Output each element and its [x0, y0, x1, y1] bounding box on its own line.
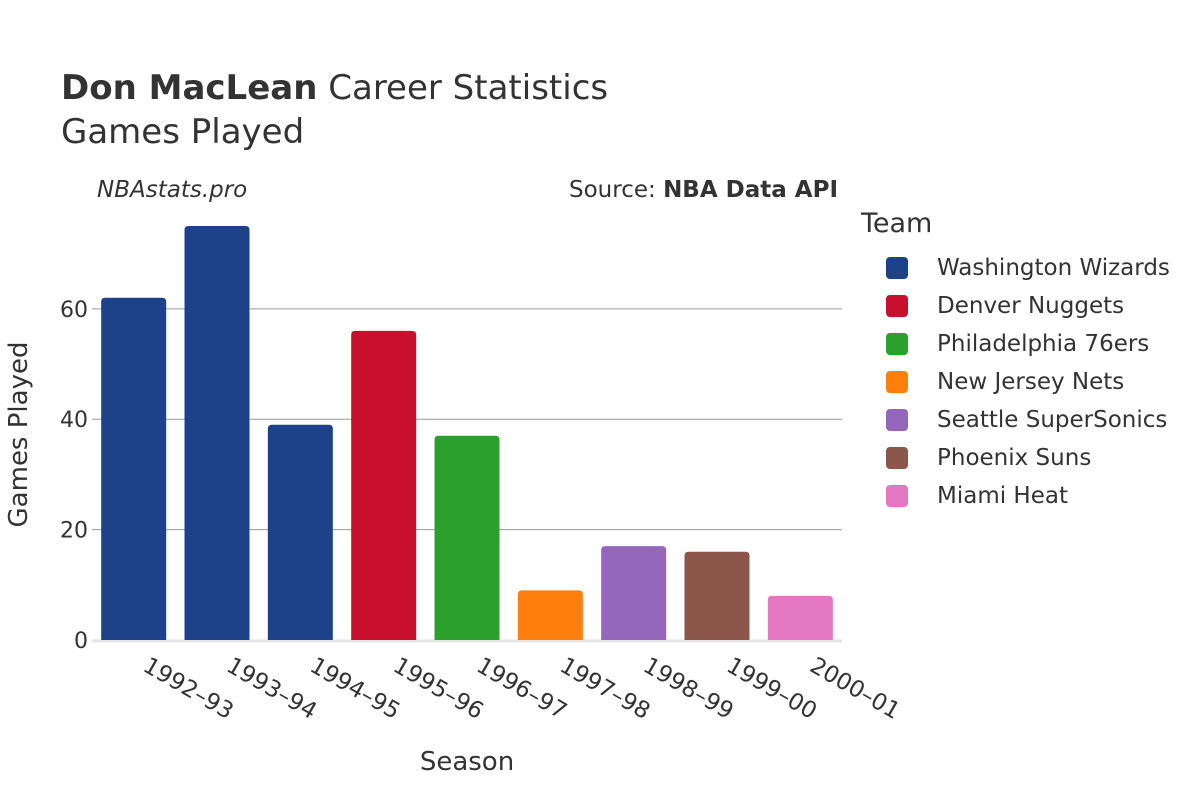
bar — [767, 595, 833, 640]
y-tick-label: 60 — [60, 298, 88, 323]
bar — [434, 435, 500, 640]
legend-swatch — [886, 409, 908, 431]
legend-title: Team — [861, 208, 933, 239]
x-tick-label: 1992–93 — [139, 653, 238, 725]
legend-swatch — [886, 333, 908, 355]
legend-items: Washington Wizards Denver Nuggets Philadel… — [861, 249, 1170, 515]
bar — [601, 546, 667, 640]
legend-label: Phoenix Suns — [937, 445, 1092, 471]
legend-item[interactable]: Miami Heat — [861, 477, 1170, 515]
bar — [101, 297, 167, 640]
legend: Team Washington Wizards Denver Nuggets Phi… — [861, 208, 1170, 515]
x-tick-label: 1994–95 — [305, 653, 404, 725]
y-axis-title: Games Played — [4, 342, 34, 528]
bar — [184, 226, 250, 641]
y-tick-label: 40 — [60, 408, 88, 433]
legend-swatch — [886, 257, 908, 279]
legend-label: New Jersey Nets — [937, 369, 1125, 395]
chart-title: Don MacLean Career Statistics — [61, 66, 608, 110]
x-tick-label: 1993–94 — [222, 653, 321, 725]
chart-subtitle: Games Played — [61, 112, 305, 152]
source-prefix: Source: — [569, 177, 664, 203]
bar — [517, 590, 583, 640]
legend-item[interactable]: New Jersey Nets — [861, 363, 1170, 401]
x-tick-label: 2000–01 — [805, 653, 904, 725]
y-tick-label: 20 — [60, 519, 88, 544]
player-name: Don MacLean — [61, 68, 318, 108]
legend-item[interactable]: Phoenix Suns — [861, 439, 1170, 477]
x-axis-title: Season — [420, 747, 514, 777]
legend-swatch — [886, 485, 908, 507]
source-credit: Source: NBA Data API — [569, 177, 838, 203]
x-tick-label: 1997–98 — [555, 653, 654, 725]
legend-swatch — [886, 371, 908, 393]
legend-swatch — [886, 447, 908, 469]
legend-label: Washington Wizards — [937, 255, 1170, 281]
source-name: NBA Data API — [663, 177, 838, 203]
legend-item[interactable]: Denver Nuggets — [861, 287, 1170, 325]
legend-label: Denver Nuggets — [937, 293, 1125, 319]
x-tick-label: 1995–96 — [389, 653, 488, 725]
legend-label: Seattle SuperSonics — [937, 407, 1168, 433]
legend-swatch — [886, 295, 908, 317]
y-tick-label: 0 — [74, 629, 88, 654]
legend-item[interactable]: Washington Wizards — [861, 249, 1170, 287]
bar — [684, 551, 750, 640]
bar — [351, 330, 417, 640]
watermark: NBAstats.pro — [97, 177, 248, 203]
title-suffix: Career Statistics — [317, 68, 609, 108]
x-tick-label: 1996–97 — [472, 653, 571, 725]
x-tick-label: 1999–00 — [722, 653, 821, 725]
legend-item[interactable]: Seattle SuperSonics — [861, 401, 1170, 439]
x-tick-label: 1998–99 — [639, 653, 738, 725]
legend-label: Miami Heat — [937, 483, 1068, 509]
legend-item[interactable]: Philadelphia 76ers — [861, 325, 1170, 363]
bar — [267, 424, 333, 640]
legend-label: Philadelphia 76ers — [937, 331, 1150, 357]
